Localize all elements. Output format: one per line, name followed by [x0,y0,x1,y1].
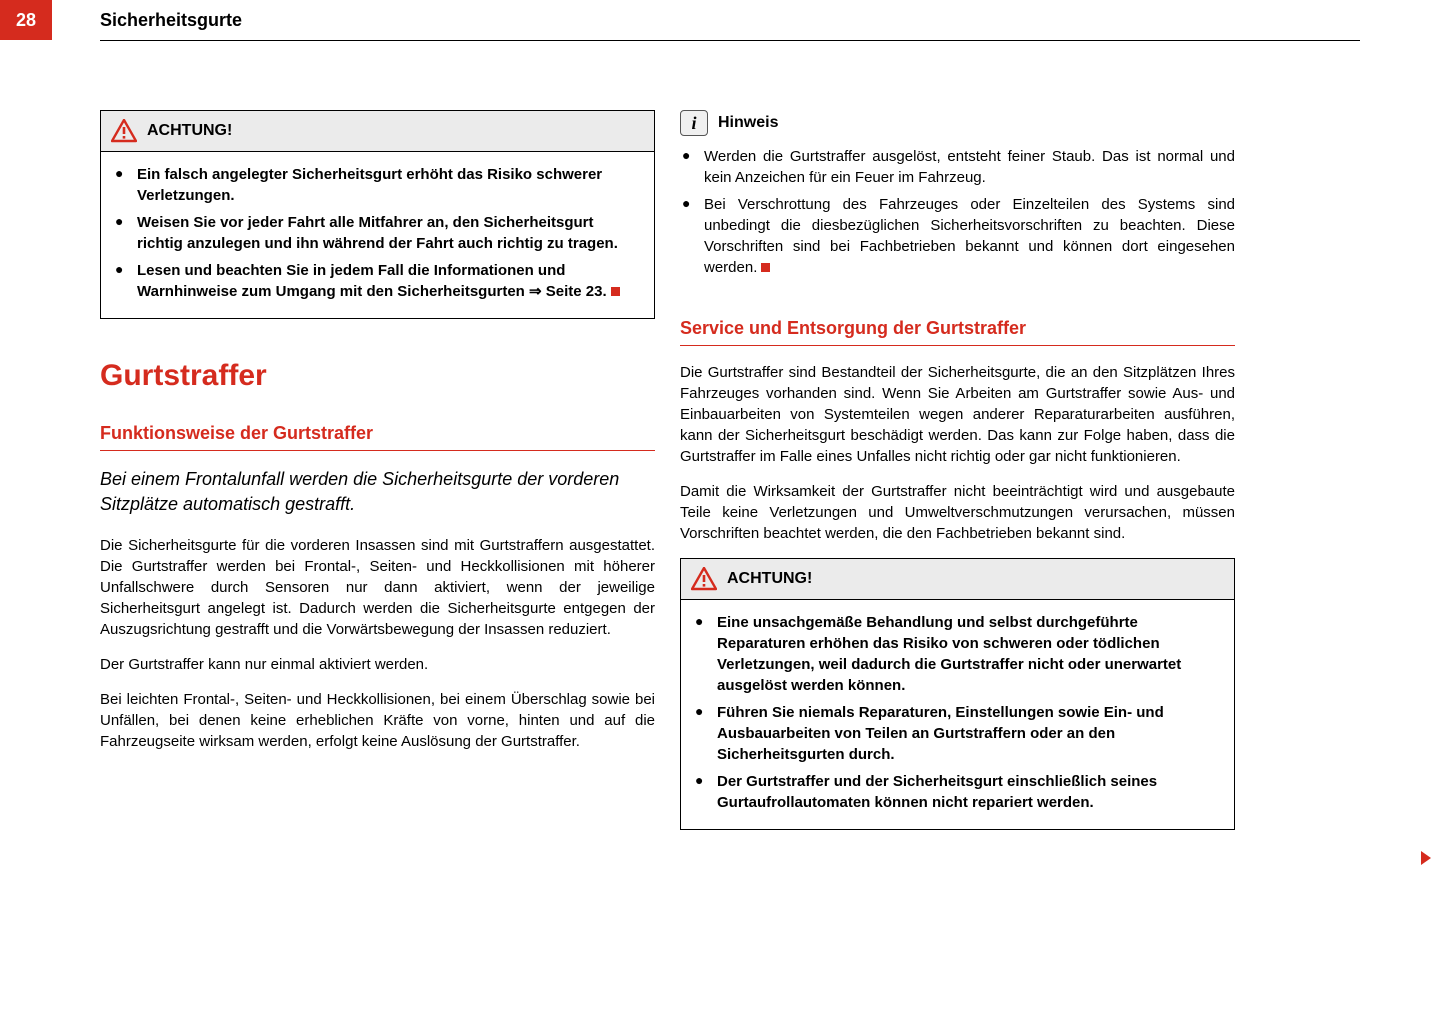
warning-item: Lesen und beachten Sie in jedem Fall die… [113,260,642,302]
warning-triangle-icon [691,567,717,591]
section-heading: Funktionsweise der Gurtstraffer [100,423,655,451]
warning-body: Eine unsachgemäße Behandlung und selbst … [681,600,1234,829]
warning-item: Der Gurtstraffer und der Sicherheitsgurt… [693,771,1222,813]
section-heading: Service und Entsorgung der Gurtstraffer [680,318,1235,346]
warning-header: ACHTUNG! [101,111,654,152]
lead-text: Bei einem Frontalunfall werden die Siche… [100,467,655,517]
body-paragraph: Damit die Wirksamkeit der Gurtstraffer n… [680,481,1235,544]
left-column: ACHTUNG! Ein falsch angelegter Sicherhei… [100,110,655,766]
warning-body: Ein falsch angelegter Sicherheitsgurt er… [101,152,654,318]
continue-arrow-icon [1421,851,1431,865]
warning-title: ACHTUNG! [727,570,812,588]
warning-item: Eine unsachgemäße Behandlung und selbst … [693,612,1222,696]
warning-box-1: ACHTUNG! Ein falsch angelegter Sicherhei… [100,110,655,319]
warning-title: ACHTUNG! [147,122,232,140]
right-column: i Hinweis Werden die Gurtstraffer ausgel… [680,110,1235,850]
info-item: Bei Verschrottung des Fahrzeuges oder Ei… [680,194,1235,278]
info-title: Hinweis [718,114,778,132]
body-paragraph: Der Gurtstraffer kann nur einmal aktivie… [100,654,655,675]
body-paragraph: Die Sicherheitsgurte für die vorderen In… [100,535,655,640]
warning-box-2: ACHTUNG! Eine unsachgemäße Behandlung un… [680,558,1235,830]
end-marker-icon [611,287,620,296]
header-rule [100,40,1360,41]
warning-item: Weisen Sie vor jeder Fahrt alle Mitfahre… [113,212,642,254]
warning-header: ACHTUNG! [681,559,1234,600]
page-number: 28 [0,0,52,40]
info-item: Werden die Gurtstraffer ausgelöst, entst… [680,146,1235,188]
info-header: i Hinweis [680,110,1235,136]
body-paragraph: Die Gurtstraffer sind Bestandteil der Si… [680,362,1235,467]
end-marker-icon [761,263,770,272]
chapter-heading: Gurtstraffer [100,359,655,393]
header-title: Sicherheitsgurte [52,0,242,40]
body-paragraph: Bei leichten Frontal-, Seiten- und Heckk… [100,689,655,752]
warning-triangle-icon [111,119,137,143]
warning-item: Ein falsch angelegter Sicherheitsgurt er… [113,164,642,206]
warning-item: Führen Sie niemals Reparaturen, Einstell… [693,702,1222,765]
info-list: Werden die Gurtstraffer ausgelöst, entst… [680,146,1235,278]
info-icon: i [680,110,708,136]
